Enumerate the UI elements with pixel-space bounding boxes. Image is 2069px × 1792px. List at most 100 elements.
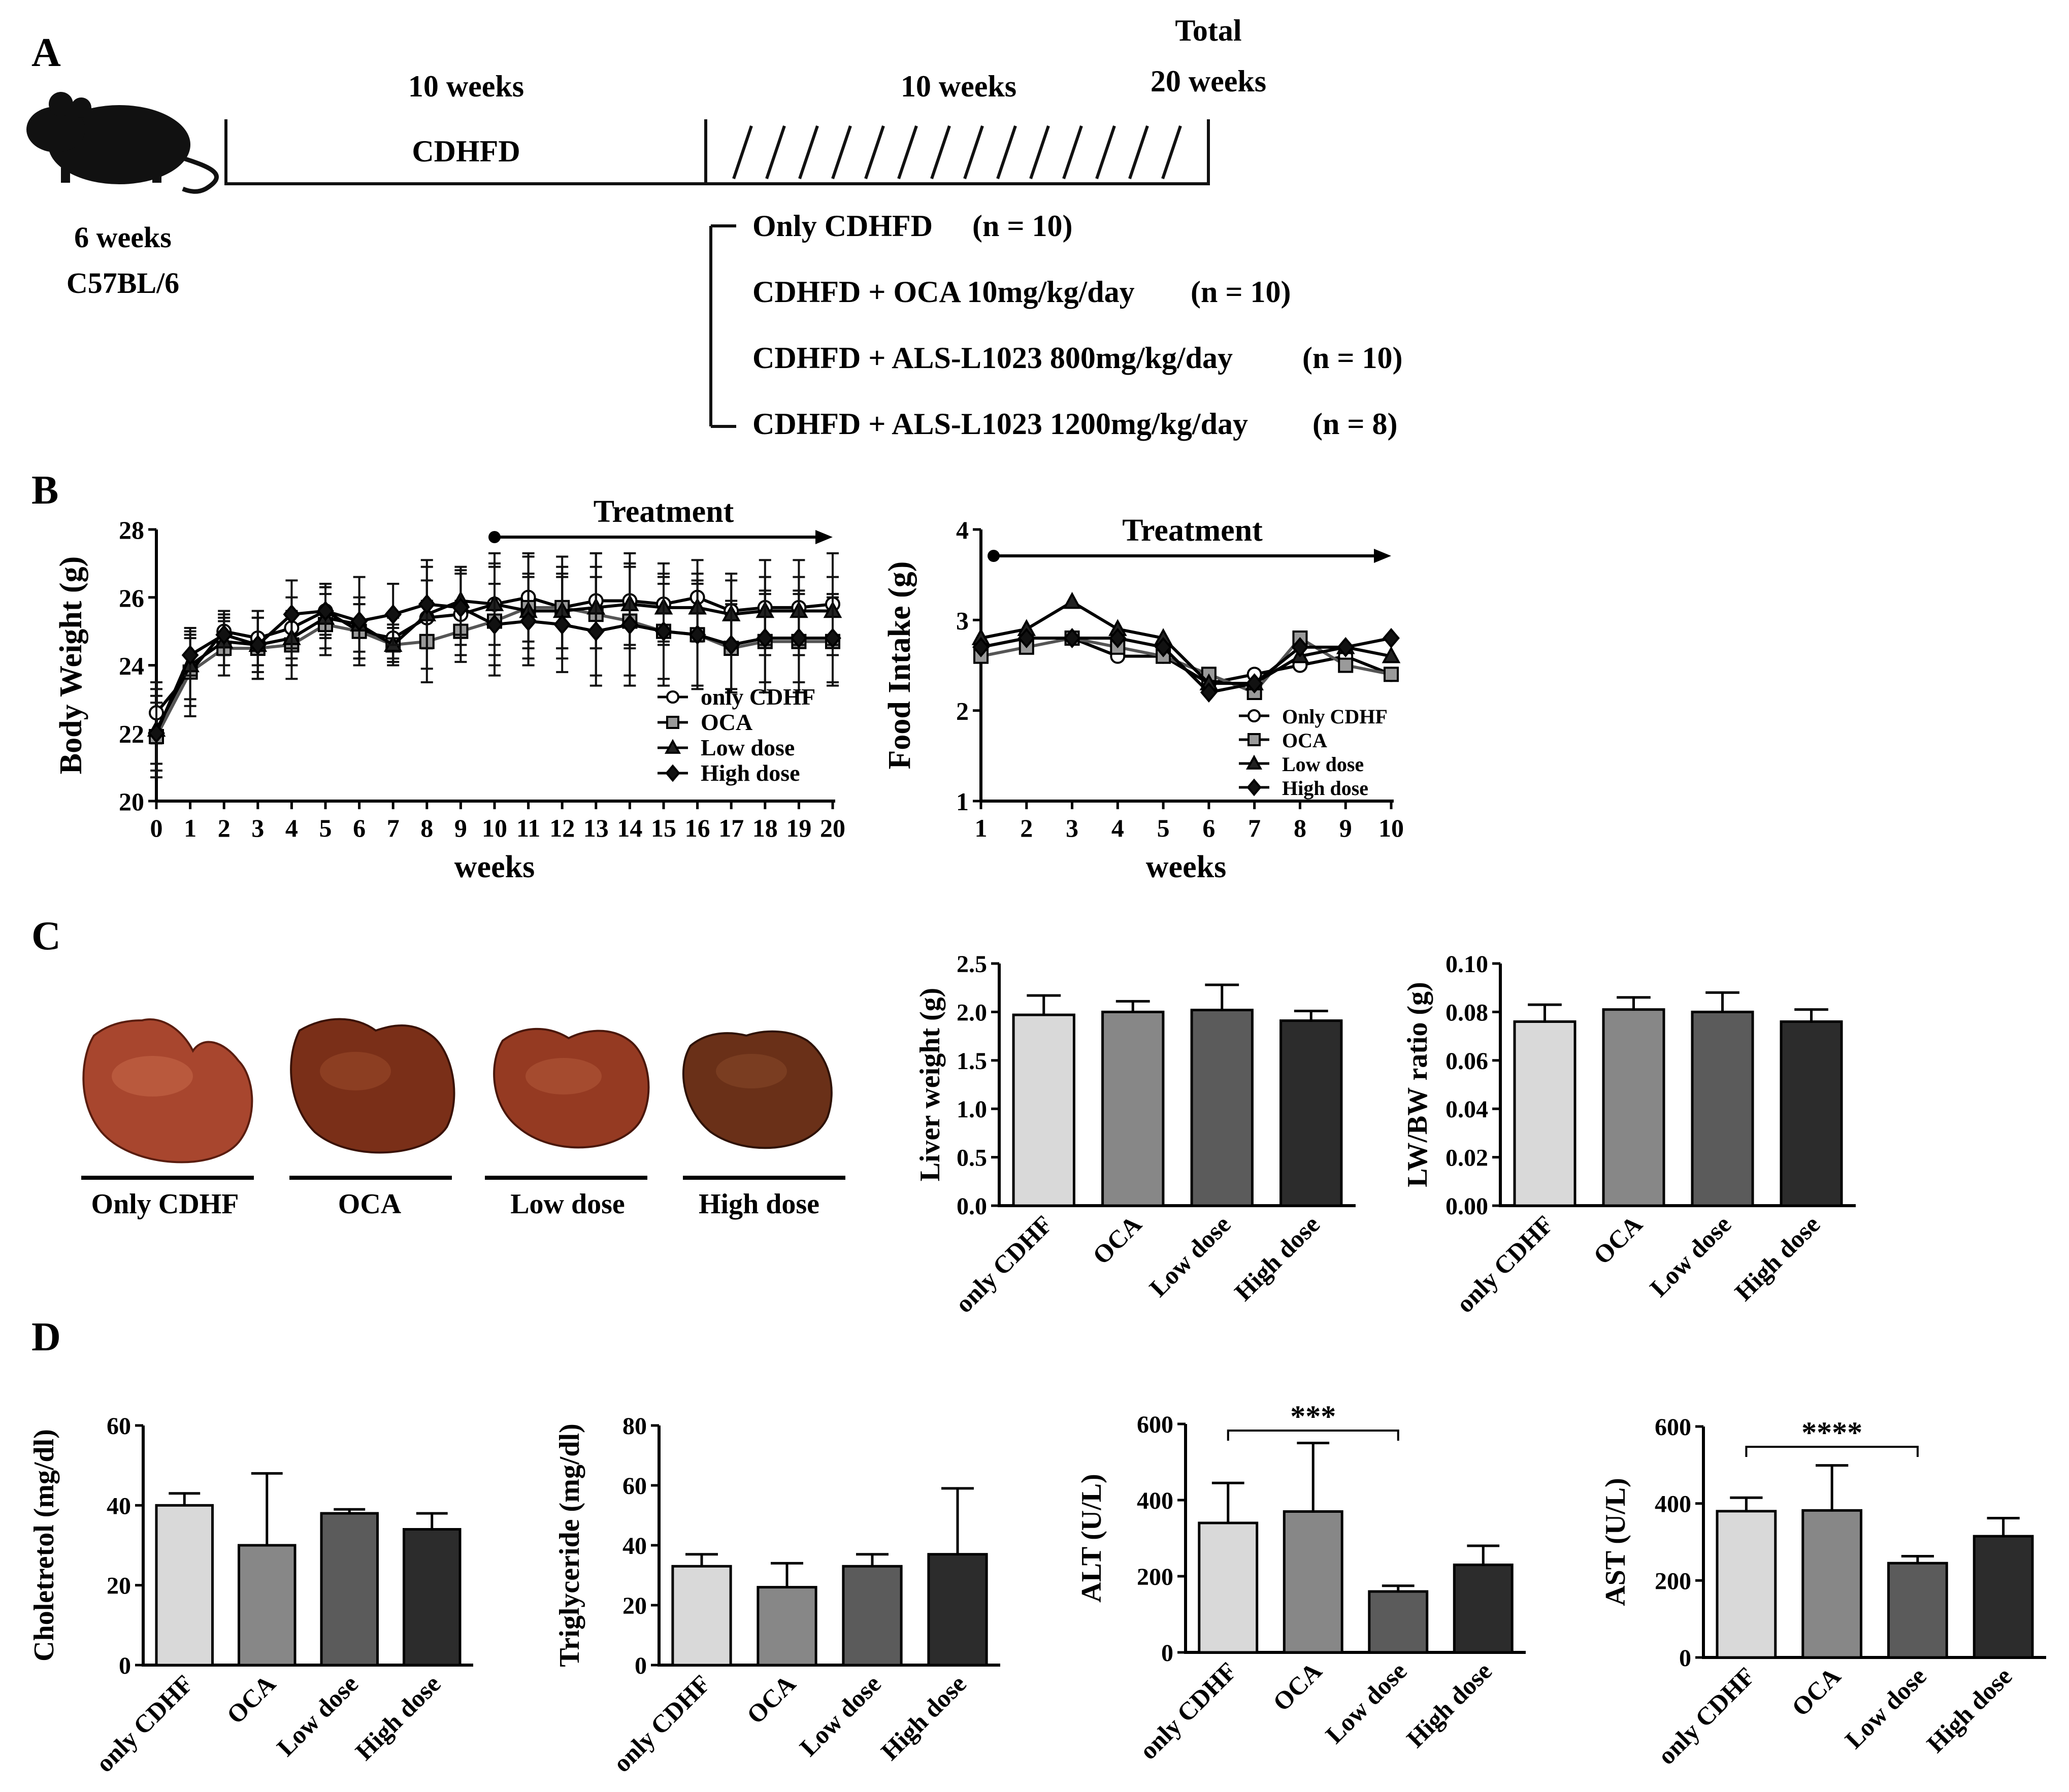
data-point bbox=[790, 628, 808, 648]
y-tick-label: 0 bbox=[1161, 1640, 1173, 1667]
legend-label: Low dose bbox=[701, 735, 795, 760]
x-tick-label: OCA bbox=[1786, 1662, 1846, 1721]
x-axis-title: weeks bbox=[454, 850, 535, 884]
bar bbox=[1887, 1562, 1948, 1659]
x-tick-label: High dose bbox=[350, 1669, 446, 1766]
bar bbox=[757, 1586, 817, 1667]
series-diamond bbox=[148, 559, 841, 779]
y-tick-label: 20 bbox=[119, 787, 144, 816]
x-tick-label: 7 bbox=[387, 814, 400, 842]
data-point bbox=[587, 621, 605, 642]
data-point bbox=[1382, 646, 1401, 663]
x-tick-label: 18 bbox=[752, 814, 778, 842]
y-tick-label: 0 bbox=[119, 1652, 131, 1679]
data-point bbox=[1155, 637, 1172, 657]
treatment-label: Treatment bbox=[594, 494, 734, 529]
x-tick-label: only CDHF bbox=[949, 1210, 1058, 1318]
y-tick-label: 400 bbox=[1655, 1491, 1691, 1518]
series-triangle bbox=[971, 591, 1401, 690]
bar bbox=[155, 1504, 214, 1667]
x-tick-label: 9 bbox=[1339, 814, 1352, 842]
significance-label: **** bbox=[1801, 1416, 1862, 1449]
diet-label: CDHFD bbox=[412, 135, 520, 168]
data-point bbox=[1291, 637, 1309, 657]
liver-image-only: Only CDHF bbox=[81, 1018, 254, 1220]
x-tick-label: only CDHF bbox=[1134, 1656, 1242, 1765]
data-point bbox=[350, 611, 368, 632]
liver-photo bbox=[682, 1030, 833, 1149]
y-tick-label: 40 bbox=[622, 1533, 647, 1559]
y-tick-label: 2.5 bbox=[957, 951, 987, 978]
x-tick-label: High dose bbox=[1729, 1210, 1825, 1306]
x-tick-label: 1 bbox=[184, 814, 196, 842]
data-point bbox=[418, 594, 436, 615]
bar bbox=[1190, 1009, 1254, 1207]
data-point bbox=[666, 716, 679, 729]
y-tick-label: 0.5 bbox=[957, 1145, 987, 1172]
data-point bbox=[1246, 778, 1262, 797]
data-point bbox=[249, 635, 267, 655]
y-tick-label: 24 bbox=[119, 652, 144, 680]
y-tick-label: 0 bbox=[1679, 1645, 1691, 1672]
x-tick-label: 7 bbox=[1248, 814, 1261, 842]
panel-a-timeline: 6 weeks C57BL/6 10 wee bbox=[26, 14, 1403, 441]
legend-label: Low dose bbox=[1282, 753, 1364, 776]
y-tick-label: 0.00 bbox=[1446, 1193, 1488, 1220]
data-point bbox=[148, 723, 165, 744]
x-tick-label: 6 bbox=[1202, 814, 1215, 842]
y-tick-label: 40 bbox=[107, 1492, 131, 1519]
total-weeks-label: 20 weeks bbox=[1151, 64, 1266, 98]
bar bbox=[1453, 1564, 1514, 1654]
mouse-icon bbox=[26, 92, 219, 194]
data-point bbox=[1247, 709, 1261, 722]
y-tick-label: 1 bbox=[956, 787, 969, 816]
x-tick-label: High dose bbox=[1229, 1210, 1325, 1306]
liver-label: High dose bbox=[699, 1188, 819, 1220]
x-tick-label: 2 bbox=[218, 814, 231, 842]
x-tick-label: 15 bbox=[651, 814, 676, 842]
y-tick-label: 28 bbox=[119, 516, 144, 544]
x-tick-label: 2 bbox=[1020, 814, 1033, 842]
x-tick-label: only CDHF bbox=[90, 1669, 199, 1777]
data-point bbox=[553, 614, 571, 635]
legend-label: OCA bbox=[1282, 729, 1327, 752]
x-tick-label: 16 bbox=[685, 814, 710, 842]
legend-label: High dose bbox=[1282, 777, 1368, 800]
data-point bbox=[181, 645, 199, 666]
group-label: CDHFD + ALS-L1023 800mg/kg/day bbox=[752, 341, 1233, 375]
period1-label: 10 weeks bbox=[408, 70, 524, 103]
x-tick-label: only CDHF bbox=[607, 1669, 715, 1777]
x-tick-label: OCA bbox=[1087, 1210, 1147, 1270]
x-tick-label: 4 bbox=[285, 814, 298, 842]
x-axis-title: weeks bbox=[1146, 850, 1226, 884]
group-n: (n = 8) bbox=[1312, 407, 1398, 441]
liver-image-high: High dose bbox=[682, 1030, 845, 1220]
y-tick-label: 22 bbox=[119, 719, 144, 748]
x-tick-label: 3 bbox=[1066, 814, 1078, 842]
x-tick-label: 5 bbox=[1157, 814, 1170, 842]
significance-label: *** bbox=[1290, 1400, 1336, 1433]
y-tick-label: 4 bbox=[956, 516, 969, 544]
y-tick-label: 20 bbox=[622, 1592, 647, 1619]
y-tick-label: 1.0 bbox=[957, 1096, 987, 1123]
data-point bbox=[1063, 628, 1081, 648]
x-tick-label: 14 bbox=[617, 814, 642, 842]
liver-image-low: Low dose bbox=[485, 1027, 650, 1220]
data-point bbox=[1245, 754, 1263, 770]
data-point bbox=[665, 764, 680, 782]
y-tick-label: 600 bbox=[1655, 1414, 1691, 1441]
bar bbox=[1198, 1521, 1259, 1654]
y-tick-label: 20 bbox=[107, 1573, 131, 1600]
x-tick-label: 10 bbox=[482, 814, 507, 842]
data-point bbox=[1383, 628, 1400, 648]
x-tick-label: only CDHF bbox=[1652, 1662, 1760, 1770]
x-tick-label: Low dose bbox=[1320, 1656, 1413, 1749]
group-label: Only CDHFD bbox=[752, 209, 933, 243]
bar bbox=[1513, 1020, 1577, 1207]
triglyceride-chart: 0 20 40 60 80 Triglyceride (mg/dl) only CDHF OC… bbox=[554, 1413, 1000, 1778]
panel-label-c: C bbox=[31, 914, 61, 958]
y-axis-title: Triglyceride (mg/dl) bbox=[554, 1423, 585, 1667]
y-axis-title: AST (U/L) bbox=[1600, 1478, 1631, 1606]
y-tick-label: 60 bbox=[107, 1413, 131, 1440]
data-point bbox=[722, 635, 740, 655]
